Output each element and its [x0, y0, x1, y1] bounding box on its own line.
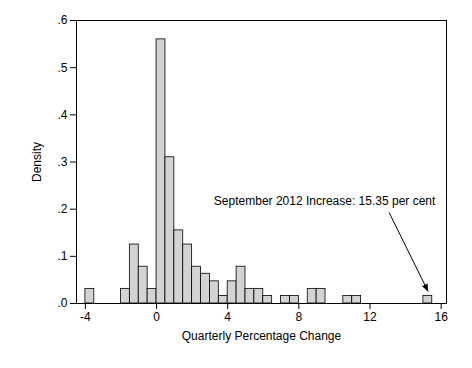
svg-text:.6: .6	[57, 13, 67, 27]
svg-text:.1: .1	[57, 249, 67, 263]
svg-text:-4: -4	[80, 310, 91, 324]
svg-text:.3: .3	[57, 155, 67, 169]
svg-text:.4: .4	[57, 108, 67, 122]
svg-text:4: 4	[224, 310, 231, 324]
svg-text:Quarterly Percentage Change: Quarterly Percentage Change	[182, 329, 342, 343]
svg-text:12: 12	[363, 310, 377, 324]
svg-text:Density: Density	[30, 142, 44, 182]
svg-text:.5: .5	[57, 61, 67, 75]
svg-text:8: 8	[296, 310, 303, 324]
svg-text:0: 0	[153, 310, 160, 324]
svg-text:September 2012 Increase: 15.35: September 2012 Increase: 15.35 per cent	[214, 194, 436, 208]
svg-text:.2: .2	[57, 202, 67, 216]
svg-text:.0: .0	[57, 296, 67, 310]
svg-text:16: 16	[434, 310, 448, 324]
